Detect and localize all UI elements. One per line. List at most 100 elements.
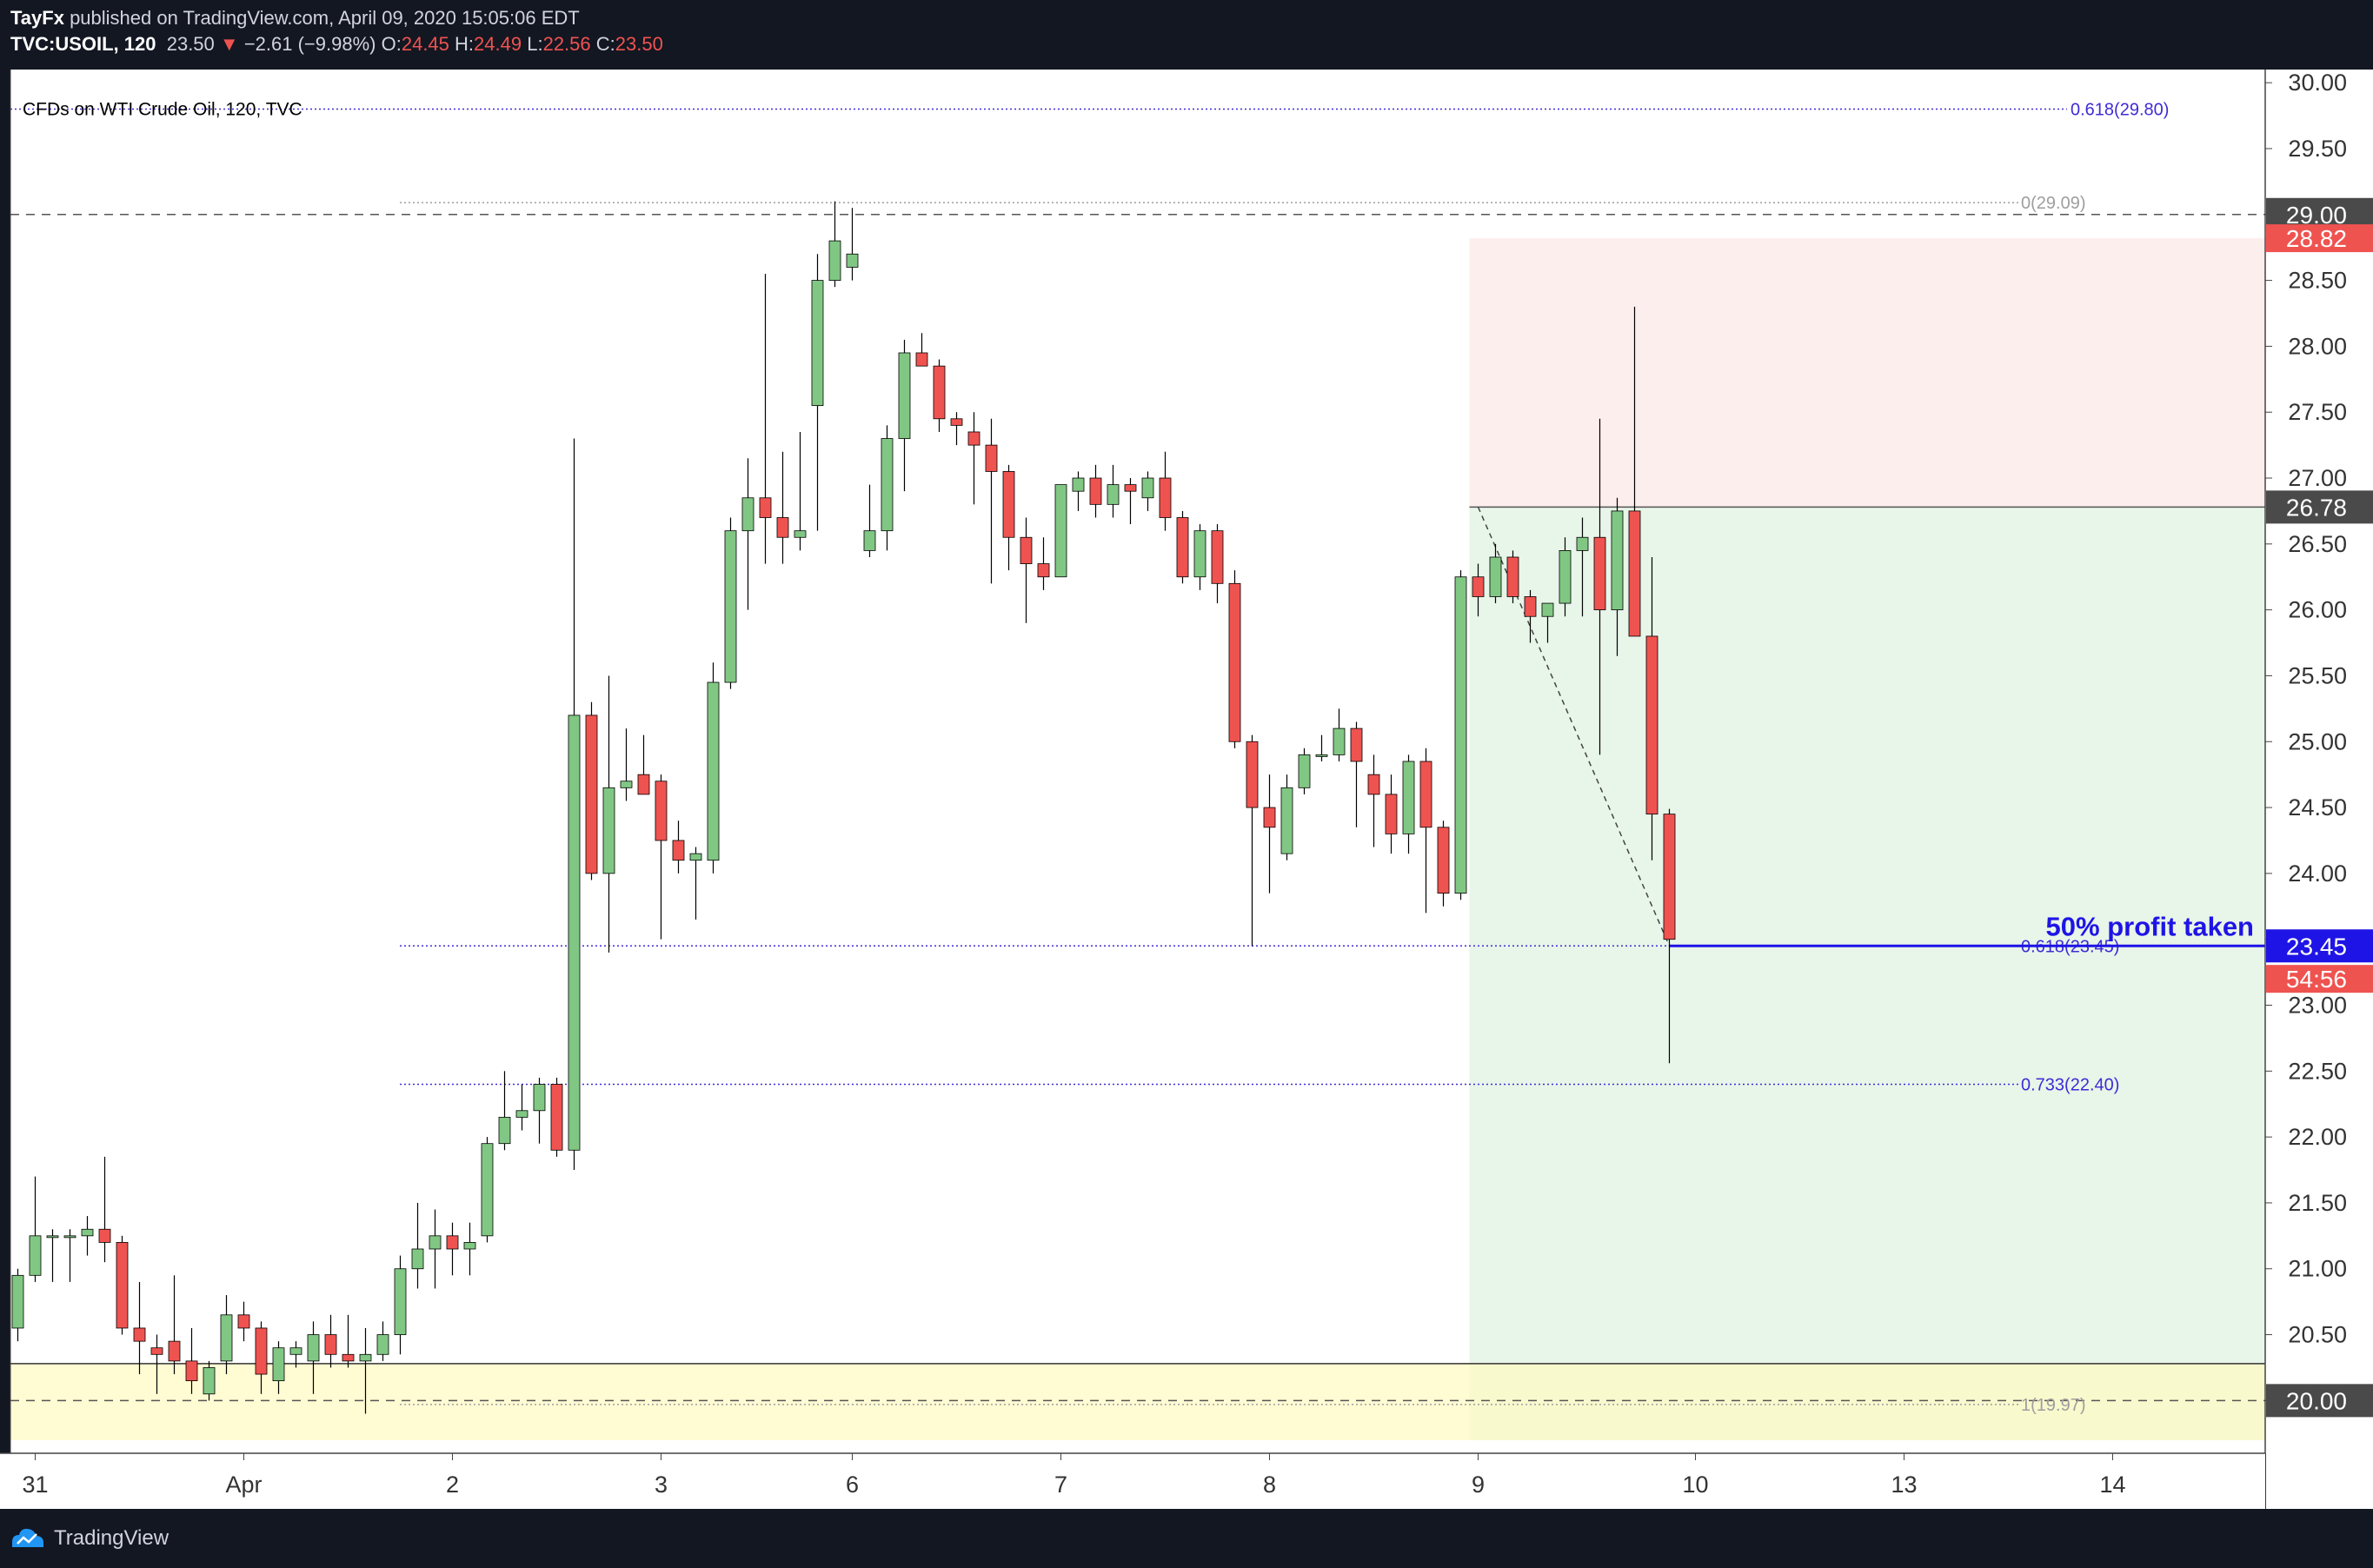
candle-body <box>481 1143 494 1237</box>
candle-body <box>1402 761 1415 834</box>
candle <box>168 1275 181 1375</box>
price-tick-label: 25.50 <box>2288 662 2347 688</box>
price-label-text: 28.82 <box>2286 225 2347 252</box>
symbol-label[interactable]: TVC:USOIL, 120 <box>10 33 156 55</box>
candle-body <box>342 1353 355 1362</box>
fib-level-label: 0(29.09) <box>2021 194 2086 213</box>
candle-body <box>568 714 581 1151</box>
candle <box>324 1314 337 1368</box>
candle <box>1228 570 1241 748</box>
candle <box>1437 821 1450 907</box>
time-tick-label: 9 <box>1472 1472 1485 1498</box>
candle-body <box>1246 741 1259 808</box>
candle <box>1385 774 1398 854</box>
candle-body <box>1611 510 1624 611</box>
candle <box>1593 418 1606 755</box>
candle-body <box>637 774 650 795</box>
candle <box>637 734 650 795</box>
candle-body <box>1628 510 1641 637</box>
publish-text: published on TradingView.com, April 09, … <box>63 7 580 29</box>
candle-body <box>828 240 841 281</box>
price-tick-label: 26.00 <box>2288 597 2347 623</box>
candle-body <box>655 781 668 841</box>
price-label-text: 54:56 <box>2286 966 2347 993</box>
candle-body <box>133 1327 146 1342</box>
price-label-badge <box>2266 490 2373 524</box>
price-label-text: 23.45 <box>2286 933 2347 960</box>
candle-body <box>11 1274 24 1329</box>
price-tick-label: 27.00 <box>2288 465 2347 491</box>
price-tick-label: 26.50 <box>2288 531 2347 557</box>
candle-body <box>1593 536 1606 611</box>
fib-level-label: 1(19.97) <box>2021 1396 2086 1415</box>
author-name[interactable]: TayFx <box>10 7 64 29</box>
candle <box>846 208 859 281</box>
candle-body <box>602 787 615 874</box>
candle <box>237 1301 250 1342</box>
time-tick-label: 13 <box>1891 1472 1917 1498</box>
candle <box>1107 464 1120 518</box>
candle-body <box>1524 596 1537 617</box>
tradingview-brand[interactable]: TradingView <box>54 1526 170 1550</box>
close-label: C: <box>595 33 615 55</box>
candle <box>307 1321 320 1394</box>
candle-body <box>1541 602 1554 617</box>
candle <box>185 1327 198 1394</box>
candle <box>481 1137 494 1243</box>
candle <box>828 201 841 288</box>
candle-body <box>1037 563 1050 578</box>
candle <box>394 1255 407 1355</box>
candle-body <box>463 1242 476 1250</box>
candle <box>707 662 720 874</box>
chart-header: TayFx published on TradingView.com, Apri… <box>0 0 2373 70</box>
candle-body <box>185 1360 198 1382</box>
candle-body <box>776 517 789 538</box>
candle-body <box>881 438 894 532</box>
candle-body <box>741 497 754 532</box>
time-tick-label: 10 <box>1682 1472 1708 1498</box>
candle-body <box>515 1110 528 1118</box>
candle-body <box>898 352 911 439</box>
candle-body <box>1350 728 1363 762</box>
candle <box>11 1268 24 1342</box>
candle-body <box>1419 761 1432 828</box>
candle-body <box>985 444 998 472</box>
candle-body <box>1263 807 1276 828</box>
candle-body <box>116 1242 129 1329</box>
publish-info: TayFx published on TradingView.com, Apri… <box>10 7 580 30</box>
candle-body <box>1489 556 1502 597</box>
candle <box>533 1077 546 1144</box>
candle <box>272 1341 285 1394</box>
candle-body <box>1315 754 1328 757</box>
candle-body <box>1107 484 1120 505</box>
price-tick-label: 21.50 <box>2288 1190 2347 1216</box>
tradingview-logo-icon[interactable] <box>9 1525 47 1552</box>
candle <box>133 1281 146 1375</box>
price-label-badge <box>2266 1384 2373 1418</box>
candle-body <box>846 253 859 268</box>
candle <box>568 438 581 1171</box>
candle <box>1298 747 1311 794</box>
candle-body <box>1645 635 1658 815</box>
candle <box>1159 451 1172 531</box>
candle-body <box>1298 754 1311 788</box>
candle-body <box>967 431 980 446</box>
candle <box>203 1360 216 1401</box>
time-tick-label: 2 <box>446 1472 459 1498</box>
price-tick-label: 30.00 <box>2288 70 2347 96</box>
chart-title: CFDs on WTI Crude Oil, 120, TVC <box>23 99 302 119</box>
candle <box>376 1321 389 1361</box>
candle <box>1072 471 1085 511</box>
price-change: −2.61 (−9.98%) <box>243 33 376 55</box>
candle <box>463 1222 476 1276</box>
time-tick-label: Apr <box>225 1472 262 1498</box>
candle <box>1506 550 1519 604</box>
candle-body <box>689 853 702 861</box>
candle <box>811 254 824 531</box>
profit-target-zone <box>1469 507 2265 1440</box>
price-label-text: 20.00 <box>2286 1387 2347 1414</box>
candle <box>1020 517 1033 623</box>
candle <box>620 728 633 801</box>
candle <box>63 1229 76 1282</box>
